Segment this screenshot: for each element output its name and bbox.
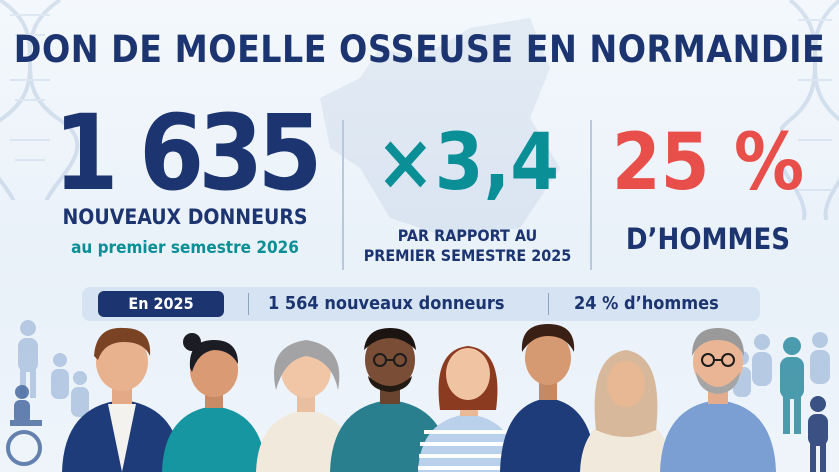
divider	[548, 293, 549, 315]
divider	[248, 293, 249, 315]
dna-helix-left-icon	[0, 0, 80, 200]
person-8-icon	[660, 328, 776, 472]
normandy-map-icon	[320, 18, 560, 238]
person-5-icon	[418, 346, 518, 472]
silhouette-teal-icon	[780, 337, 804, 434]
ratio-label-line1: PAR RAPPORT AU	[397, 226, 538, 245]
new-donors-value: 1 635	[53, 92, 323, 214]
wheelchair-user-icon	[6, 385, 42, 466]
people-illustration	[6, 320, 830, 472]
summary-bar: En 2025 1 564 nouveaux donneurs 24 % d’h…	[82, 287, 760, 321]
person-3-icon	[256, 340, 356, 472]
page-title: DON DE MOELLE OSSEUSE EN NORMANDIE	[13, 28, 826, 71]
dna-helix-right-icon	[780, 0, 839, 220]
silhouettes-left-icon	[18, 320, 89, 417]
person-2-icon	[162, 333, 266, 472]
divider	[590, 120, 592, 270]
year-pill: En 2025	[98, 291, 224, 317]
summary-men: 24 % d’hommes	[574, 293, 719, 314]
silhouette-navy-icon	[808, 396, 828, 472]
person-7-icon	[580, 350, 672, 472]
men-share-label: D’HOMMES	[625, 222, 791, 256]
ratio-value: ×3,4	[375, 118, 560, 208]
men-share-value: 25 %	[611, 118, 805, 208]
person-1-icon	[62, 327, 182, 472]
ratio-label: PAR RAPPORT AU PREMIER SEMESTRE 2025	[345, 226, 590, 266]
divider	[342, 120, 344, 270]
ratio-label-line2: PREMIER SEMESTRE 2025	[363, 246, 572, 265]
new-donors-sublabel: au premier semestre 2026	[71, 238, 299, 258]
person-6-icon	[500, 324, 596, 472]
new-donors-label: NOUVEAUX DONNEURS	[62, 205, 308, 229]
summary-donors: 1 564 nouveaux donneurs	[268, 293, 505, 314]
